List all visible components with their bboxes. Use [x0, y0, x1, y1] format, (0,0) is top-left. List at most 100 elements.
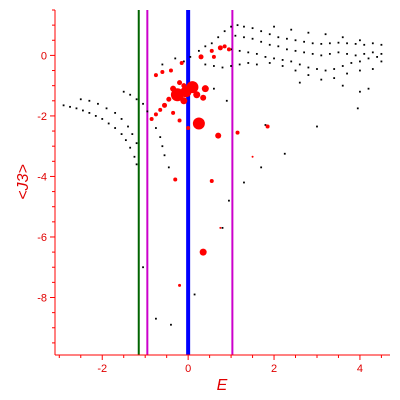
black-point [255, 63, 258, 66]
black-point [346, 42, 348, 45]
black-point [189, 56, 192, 58]
black-point [155, 127, 157, 129]
black-point [69, 105, 71, 108]
black-point [228, 199, 230, 202]
black-point [294, 39, 297, 42]
black-point [298, 81, 301, 84]
black-point [320, 42, 323, 45]
red-point [222, 44, 227, 49]
red-point [162, 102, 168, 108]
black-point [238, 49, 241, 52]
black-point [281, 65, 284, 67]
black-point [142, 102, 144, 105]
black-point [367, 57, 370, 60]
black-point [88, 111, 91, 114]
black-point [333, 68, 336, 70]
black-point [94, 115, 97, 117]
red-point [251, 155, 254, 158]
black-point [371, 68, 374, 70]
red-point [217, 45, 223, 51]
black-point [286, 48, 288, 51]
black-point [359, 69, 361, 72]
black-point [193, 293, 196, 296]
red-point [192, 117, 205, 130]
black-point [359, 90, 361, 93]
black-point [155, 317, 157, 320]
black-point [217, 36, 220, 39]
red-point [177, 118, 182, 123]
black-point [260, 166, 263, 169]
y-axis-ticks: 0 -2 -4 -6 -8 [37, 9, 55, 344]
red-point [193, 91, 201, 99]
red-point [149, 116, 154, 121]
black-point [328, 42, 331, 45]
x-tick-label: -2 [97, 363, 107, 375]
black-point [79, 98, 82, 101]
reference-lines [137, 10, 234, 355]
black-point [324, 33, 327, 36]
black-point [363, 43, 366, 46]
black-point [213, 65, 215, 67]
black-point [346, 52, 348, 55]
black-point [230, 25, 232, 28]
red-point [179, 60, 184, 65]
black-point [146, 110, 149, 113]
black-point [170, 323, 172, 326]
black-point [230, 48, 232, 51]
black-point [273, 25, 275, 28]
red-point [235, 130, 240, 135]
black-point [341, 84, 344, 87]
black-point [324, 69, 327, 72]
black-point [129, 93, 132, 96]
black-point [107, 122, 110, 125]
black-point [290, 28, 293, 31]
black-point [120, 133, 123, 135]
black-point [174, 57, 177, 60]
black-point [135, 142, 138, 145]
black-point [75, 107, 78, 110]
black-point [354, 42, 357, 45]
black-point [243, 25, 245, 28]
black-point [354, 54, 357, 57]
red-point [166, 96, 172, 102]
black-point [234, 34, 237, 37]
red-point [160, 70, 165, 75]
black-point [142, 266, 144, 269]
black-point [346, 72, 348, 75]
black-point [124, 139, 127, 142]
y-axis-title: <J3> [15, 164, 32, 200]
black-point [376, 56, 379, 58]
black-point [133, 155, 136, 158]
black-point [97, 102, 99, 105]
black-point-series [62, 24, 383, 326]
black-point [247, 51, 250, 54]
x-axis-title: E [217, 377, 228, 394]
axes [54, 10, 390, 356]
black-point [163, 154, 166, 157]
black-point [264, 56, 267, 58]
y-tick-label: -6 [37, 232, 47, 244]
black-point [260, 40, 263, 43]
black-point [337, 51, 340, 54]
y-tick-label: 0 [41, 50, 47, 62]
black-point [268, 43, 271, 46]
red-point [265, 124, 270, 129]
black-point [307, 74, 310, 76]
black-point [260, 30, 263, 33]
black-point [359, 60, 361, 63]
black-point [371, 42, 374, 45]
red-point [198, 54, 204, 60]
black-point [82, 109, 84, 112]
black-point [120, 118, 123, 120]
red-point [226, 47, 231, 52]
black-point [105, 107, 108, 110]
black-point [320, 54, 323, 57]
y-tick-label: -2 [37, 111, 47, 123]
black-point [114, 111, 117, 114]
black-point [311, 52, 314, 55]
black-point [251, 37, 254, 40]
black-point [221, 66, 224, 69]
black-point [363, 52, 366, 55]
black-point [316, 68, 318, 70]
